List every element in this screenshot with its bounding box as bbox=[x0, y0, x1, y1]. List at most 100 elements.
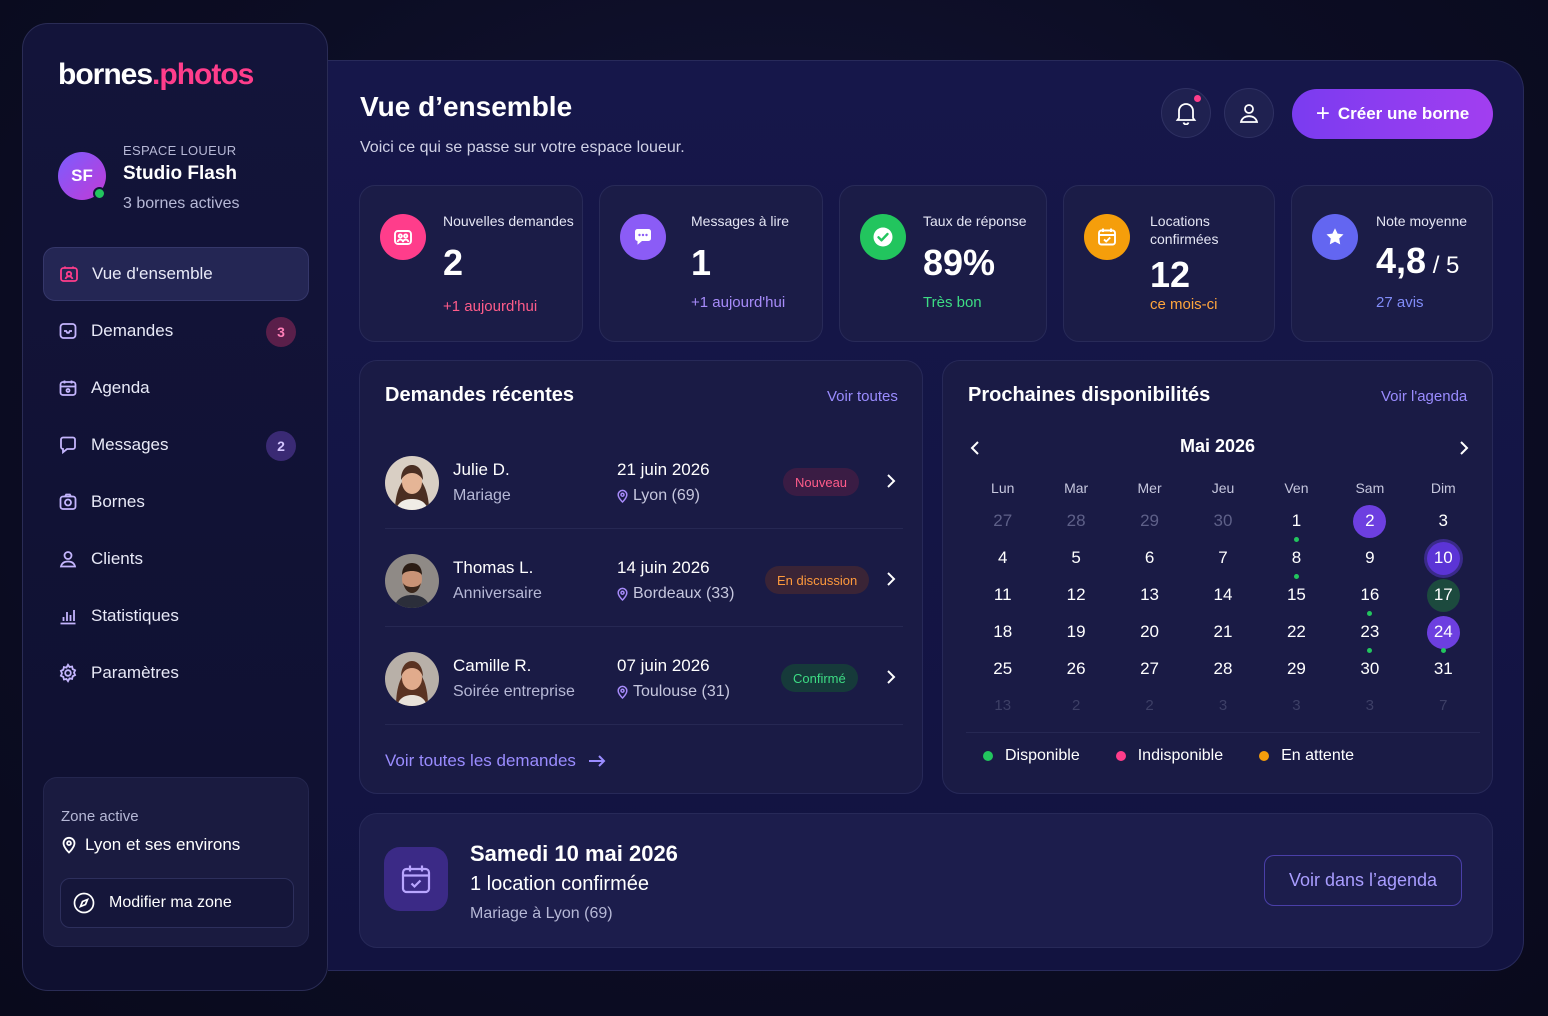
chevron-right-icon[interactable] bbox=[881, 667, 901, 687]
sidebar-item-agenda[interactable]: Agenda bbox=[43, 361, 309, 415]
calendar-day[interactable]: 28 bbox=[1039, 503, 1112, 540]
calendar-day[interactable]: 7 bbox=[1186, 540, 1259, 577]
sidebar-item-messages[interactable]: Messages 2 bbox=[43, 418, 309, 472]
calendar-day[interactable]: 19 bbox=[1039, 614, 1112, 651]
chevron-right-icon[interactable] bbox=[881, 471, 901, 491]
calendar-day[interactable]: 13 bbox=[1113, 577, 1186, 614]
edit-zone-label: Modifier ma zone bbox=[109, 894, 232, 911]
calendar-day[interactable]: 2 bbox=[1039, 688, 1112, 725]
weekday-label: Dim bbox=[1430, 480, 1456, 496]
create-borne-button[interactable]: + Créer une borne bbox=[1292, 89, 1493, 139]
calendar-day[interactable]: 23 bbox=[1333, 614, 1406, 653]
calendar-day[interactable]: 15 bbox=[1260, 577, 1333, 614]
account-button[interactable] bbox=[1224, 88, 1274, 138]
calendar-day[interactable]: 3 bbox=[1333, 688, 1406, 725]
day-number: 9 bbox=[1365, 548, 1375, 567]
calendar-day[interactable]: 1 bbox=[1260, 503, 1333, 542]
calendar-week-row: 27 28 29 30 1 2 3 bbox=[966, 503, 1480, 542]
calendar-week-row: 18 19 20 21 22 23 24 bbox=[966, 614, 1480, 653]
chevron-left-icon[interactable] bbox=[964, 437, 986, 459]
sidebar-item-clients[interactable]: Clients bbox=[43, 532, 309, 586]
table-row[interactable]: Julie D. Mariage 21 juin 2026 Lyon (69) … bbox=[385, 431, 903, 529]
view-agenda-link[interactable]: Voir l'agenda bbox=[1381, 388, 1468, 405]
calendar-day[interactable]: 21 bbox=[1186, 614, 1259, 651]
edit-zone-button[interactable]: Modifier ma zone bbox=[60, 878, 294, 928]
notification-dot bbox=[1192, 93, 1203, 104]
day-number: 14 bbox=[1213, 585, 1233, 604]
calendar-day[interactable]: 2 bbox=[1113, 688, 1186, 725]
chevron-right-icon[interactable] bbox=[881, 569, 901, 589]
day-highlight bbox=[1353, 505, 1387, 538]
calendar-day[interactable]: 3 bbox=[1260, 688, 1333, 725]
calendar-day[interactable]: 20 bbox=[1113, 614, 1186, 651]
view-all-requests-link[interactable]: Voir toutes bbox=[827, 388, 898, 405]
calendar-day[interactable]: 25 bbox=[966, 651, 1039, 688]
calendar-day[interactable]: 16 bbox=[1333, 577, 1406, 616]
calendar-day[interactable]: 29 bbox=[1260, 651, 1333, 688]
availability-dot bbox=[1440, 648, 1446, 653]
availability-dot bbox=[1367, 611, 1373, 616]
user-icon bbox=[1238, 102, 1260, 124]
calendar-day[interactable]: 26 bbox=[1039, 651, 1112, 688]
view-all-requests-footer-link[interactable]: Voir toutes les demandes bbox=[385, 751, 606, 771]
calendar-day[interactable]: 28 bbox=[1186, 651, 1259, 688]
calendar-day[interactable]: 11 bbox=[966, 577, 1039, 614]
next-booking-card: Samedi 10 mai 2026 1 location confirmée … bbox=[359, 813, 1493, 948]
calendar-day[interactable]: 14 bbox=[1186, 577, 1259, 614]
account-profile[interactable]: SF ESPACE LOUEUR Studio Flash 3 bornes a… bbox=[58, 139, 318, 229]
day-number: 27 bbox=[993, 511, 1013, 530]
calendar-day[interactable]: 24 bbox=[1407, 614, 1480, 653]
availability-calendar-panel: Prochaines disponibilités Voir l'agenda … bbox=[942, 360, 1493, 794]
calendar-day[interactable]: 12 bbox=[1039, 577, 1112, 614]
calendar-day[interactable]: 8 bbox=[1260, 540, 1333, 579]
view-in-agenda-button[interactable]: Voir dans l’agenda bbox=[1264, 855, 1462, 906]
calendar-day[interactable]: 9 bbox=[1333, 540, 1406, 577]
calendar-day[interactable]: 4 bbox=[966, 540, 1039, 577]
calendar-day[interactable]: 3 bbox=[1186, 688, 1259, 725]
calendar-day[interactable]: 30 bbox=[1333, 651, 1406, 688]
stat-card-average-rating[interactable]: Note moyenne 4,8 / 5 27 avis bbox=[1291, 185, 1493, 342]
day-number: 10 bbox=[1433, 548, 1453, 567]
main-content: Vue d’ensemble Voici ce qui se passe sur… bbox=[328, 60, 1524, 971]
calendar-day[interactable]: 30 bbox=[1186, 503, 1259, 540]
calendar-day[interactable]: 18 bbox=[966, 614, 1039, 651]
sidebar-item-statistiques[interactable]: Statistiques bbox=[43, 589, 309, 643]
sidebar-item-label: Agenda bbox=[91, 378, 150, 397]
stat-card-messages[interactable]: Messages à lire 1 +1 aujourd'hui bbox=[599, 185, 823, 342]
sidebar-item-bornes[interactable]: Bornes bbox=[43, 475, 309, 529]
sidebar-item-demandes[interactable]: Demandes 3 bbox=[43, 304, 309, 358]
calendar-day[interactable]: 2 bbox=[1333, 503, 1406, 540]
location-pin-icon bbox=[617, 685, 628, 699]
table-row[interactable]: Camille R. Soirée entreprise 07 juin 202… bbox=[385, 627, 903, 725]
calendar-day[interactable]: 17 bbox=[1407, 577, 1480, 614]
calendar-day[interactable]: 27 bbox=[966, 503, 1039, 540]
calendar-week-row: 4 5 6 7 8 9 10 bbox=[966, 540, 1480, 579]
request-event-type: Mariage bbox=[453, 487, 511, 504]
camera-booth-icon bbox=[57, 491, 79, 513]
stat-card-confirmed-rentals[interactable]: Locations confirmées 12 ce mois-ci bbox=[1063, 185, 1275, 342]
brand-logo[interactable]: bornes.photos bbox=[58, 58, 254, 92]
stat-card-new-requests[interactable]: Nouvelles demandes 2 +1 aujourd'hui bbox=[359, 185, 583, 342]
calendar-day[interactable]: 29 bbox=[1113, 503, 1186, 540]
calendar-day[interactable]: 13 bbox=[966, 688, 1039, 725]
chevron-right-icon[interactable] bbox=[1453, 437, 1475, 459]
next-booking-detail: Mariage à Lyon (69) bbox=[470, 905, 613, 922]
sidebar-item-overview[interactable]: Vue d'ensemble bbox=[43, 247, 309, 301]
notifications-button[interactable] bbox=[1161, 88, 1211, 138]
calendar-day[interactable]: 7 bbox=[1407, 688, 1480, 725]
avatar: SF bbox=[58, 152, 106, 200]
stat-card-response-rate[interactable]: Taux de réponse 89% Très bon bbox=[839, 185, 1047, 342]
day-number: 17 bbox=[1433, 585, 1453, 604]
stat-value-number: 4,8 bbox=[1376, 240, 1427, 281]
stat-note: ce mois-ci bbox=[1150, 296, 1218, 313]
calendar-day[interactable]: 3 bbox=[1407, 503, 1480, 540]
calendar-day[interactable]: 6 bbox=[1113, 540, 1186, 577]
calendar-day[interactable]: 10 bbox=[1407, 540, 1480, 577]
calendar-day[interactable]: 22 bbox=[1260, 614, 1333, 651]
calendar-day[interactable]: 31 bbox=[1407, 651, 1480, 688]
calendar-day[interactable]: 27 bbox=[1113, 651, 1186, 688]
sidebar-item-parametres[interactable]: Paramètres bbox=[43, 646, 309, 700]
table-row[interactable]: Thomas L. Anniversaire 14 juin 2026 Bord… bbox=[385, 529, 903, 627]
calendar-day[interactable]: 5 bbox=[1039, 540, 1112, 577]
weekday-label: Jeu bbox=[1211, 480, 1235, 496]
